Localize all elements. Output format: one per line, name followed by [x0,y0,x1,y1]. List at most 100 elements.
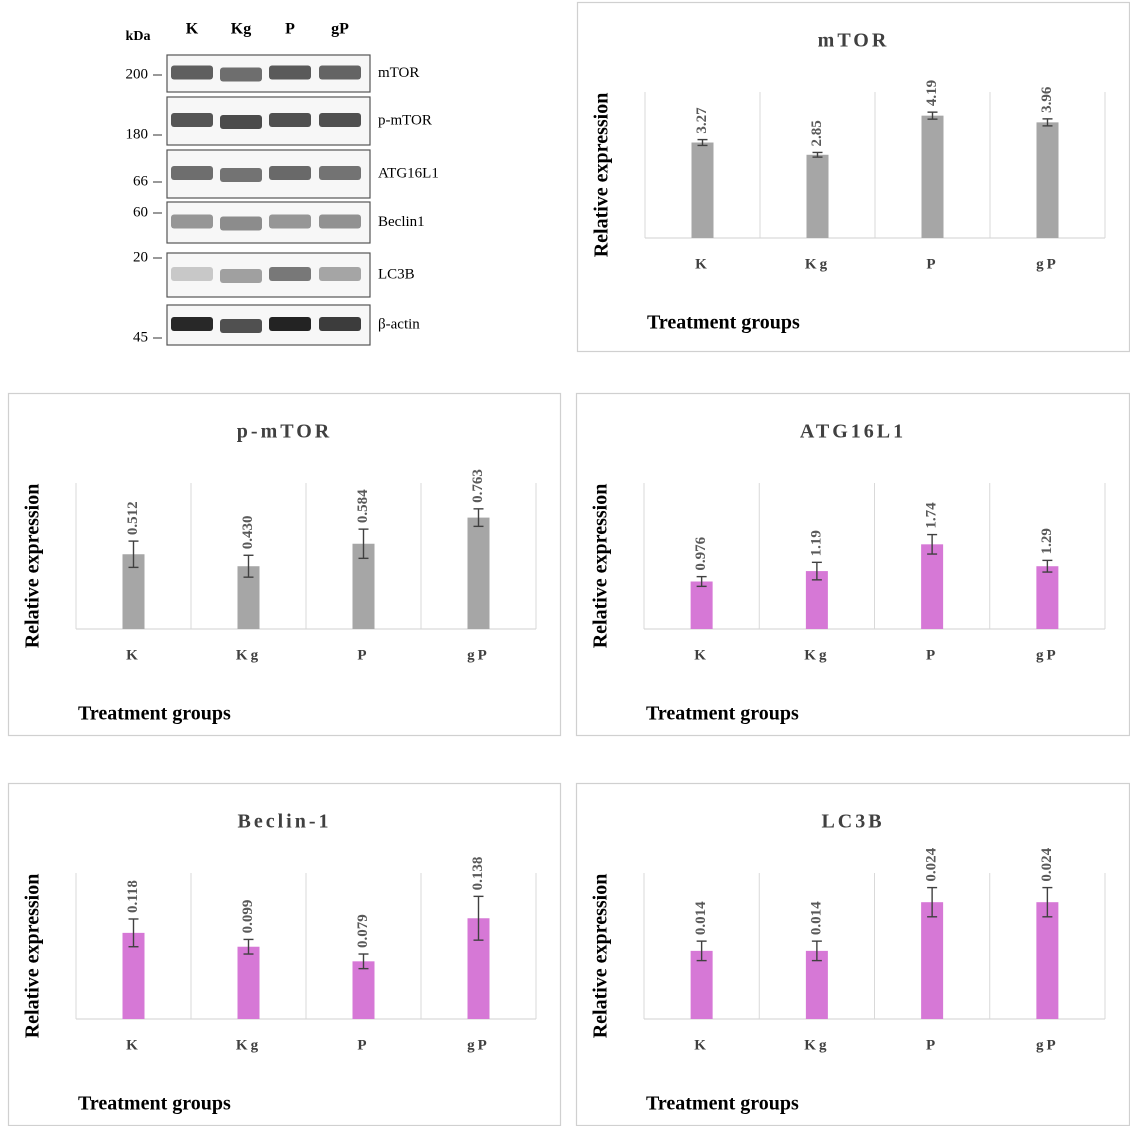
bar [1037,122,1059,238]
blot-band [269,166,311,180]
blot-band [171,166,213,180]
data-label: 0.014 [693,901,709,935]
x-tick-label: Kg [236,647,261,663]
x-tick-label: P [926,256,938,272]
protein-label: Beclin1 [378,214,425,230]
marker-label: 200 [126,66,149,82]
data-label: 0.024 [1039,847,1055,881]
blot-band [220,115,262,129]
bar [1036,566,1058,629]
x-tick-label: gP [1036,647,1059,663]
data-label: 1.29 [1039,528,1055,554]
blot-band [220,269,262,283]
blot-band [319,215,361,229]
data-label: 0.430 [240,516,256,550]
bar [353,961,375,1019]
bar [922,116,944,238]
marker-label: 180 [126,126,149,142]
blot-band [269,317,311,331]
blot-band [220,319,262,333]
protein-label: mTOR [378,65,419,81]
data-label: 0.138 [470,857,486,891]
data-label: 3.27 [694,107,710,134]
blot-band [269,267,311,281]
bar [921,902,943,1019]
x-tick-label: K [126,647,141,663]
y-axis-label: Relative expression [590,874,612,1039]
blot-band [319,166,361,180]
chart-title: ATG16L1 [800,421,906,443]
data-label: 0.512 [125,501,141,535]
figure: kDaKKgPgPmTORp-mTORATG16L1Beclin1LC3Bβ-a… [0,0,1130,1126]
x-tick-label: Kg [804,1037,829,1053]
data-label: 0.099 [240,900,256,934]
chart-panel [577,394,1130,736]
chart-title: Beclin-1 [238,811,332,833]
bar [807,155,829,238]
marker-label: 45 [133,329,148,345]
data-label: 1.19 [808,530,824,556]
page: kDaKKgPgPmTORp-mTORATG16L1Beclin1LC3Bβ-a… [0,0,1130,1126]
x-axis-label: Treatment groups [78,1093,231,1115]
x-tick-label: gP [1036,1037,1059,1053]
chart-title: p-mTOR [237,421,332,443]
data-label: 0.079 [355,914,371,948]
x-tick-label: Kg [804,647,829,663]
chart-title: mTOR [818,30,890,52]
blot-band [220,168,262,182]
x-axis-label: Treatment groups [646,703,799,725]
x-tick-label: K [695,256,710,272]
blot-band [319,113,361,127]
x-tick-label: Kg [236,1037,261,1053]
data-label: 0.763 [470,469,486,503]
x-tick-label: K [694,1037,709,1053]
y-axis-label: Relative expression [591,93,613,258]
blot-band [269,113,311,127]
x-tick-label: gP [1036,256,1059,272]
data-label: 0.014 [808,901,824,935]
y-axis-label: Relative expression [22,874,44,1039]
bar [921,544,943,629]
bar [1036,902,1058,1019]
data-label: 0.976 [693,536,709,570]
x-tick-label: K [694,647,709,663]
blot-band [319,317,361,331]
data-label: 3.96 [1039,86,1055,113]
data-label: 0.118 [125,880,141,913]
x-axis-label: Treatment groups [78,703,231,725]
blot-band [171,317,213,331]
blot-band [171,215,213,229]
blot-band [171,267,213,281]
blot-band [171,66,213,80]
y-axis-label: Relative expression [590,484,612,649]
data-label: 0.024 [924,847,940,881]
bar [692,143,714,238]
data-label: 2.85 [809,120,825,146]
x-tick-label: K [126,1037,141,1053]
protein-label: β-actin [378,316,420,332]
x-tick-label: P [357,1037,369,1053]
chart-title: LC3B [821,811,884,833]
x-tick-label: P [926,1037,938,1053]
blot-header: kDa [126,29,151,44]
lane-label: K [186,21,199,38]
x-tick-label: P [926,647,938,663]
protein-label: ATG16L1 [378,165,439,181]
bar [691,582,713,629]
lane-label: Kg [231,21,251,38]
bar [238,947,260,1019]
protein-label: p-mTOR [378,112,432,128]
blot-band [319,267,361,281]
lane-label: gP [331,21,349,38]
marker-label: 60 [133,204,148,220]
x-tick-label: P [357,647,369,663]
y-axis-label: Relative expression [22,484,44,649]
protein-label: LC3B [378,266,415,282]
x-axis-label: Treatment groups [646,1093,799,1115]
marker-label: 20 [133,249,148,265]
x-tick-label: Kg [805,256,830,272]
bar [468,518,490,629]
data-label: 1.74 [924,502,940,529]
blot-band [220,217,262,231]
x-tick-label: gP [467,647,490,663]
